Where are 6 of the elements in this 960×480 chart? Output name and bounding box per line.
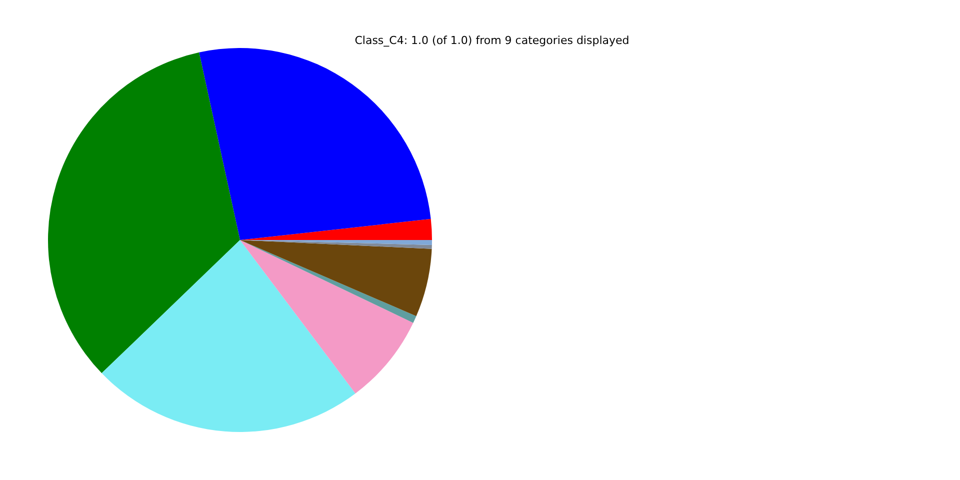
pie-slice (240, 218, 432, 240)
pie-slice (240, 240, 414, 394)
pie-slice (199, 48, 431, 240)
pie-slice (102, 240, 356, 432)
text: Class_C4: 1.0 (of 1.0) from 9 categories displayed (354, 34, 630, 47)
pie-slice (48, 52, 240, 374)
